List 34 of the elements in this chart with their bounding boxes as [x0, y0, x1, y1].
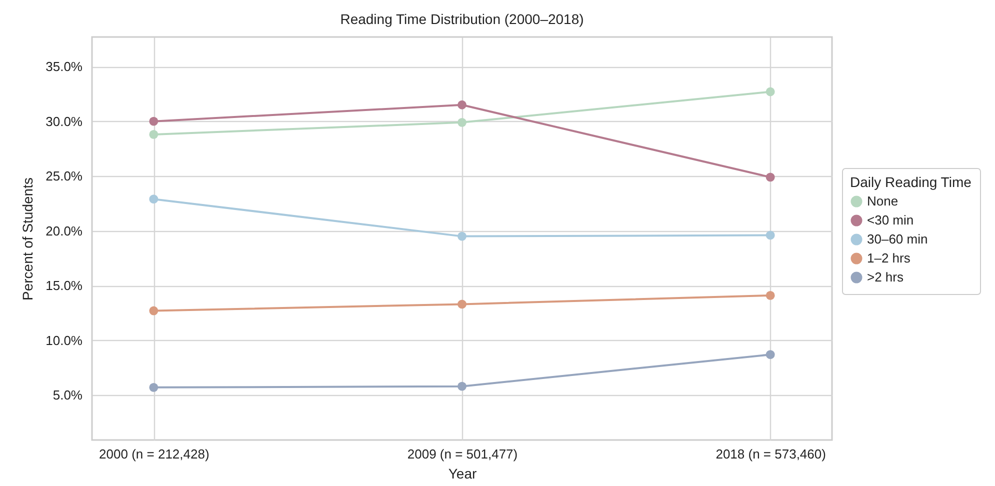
y-tick-label: 15.0%: [46, 278, 83, 294]
point: [766, 87, 775, 96]
point: [149, 194, 158, 204]
legend-label: >2 hrs: [867, 270, 904, 284]
point: [458, 382, 466, 391]
legend-title: Daily Reading Time: [850, 174, 972, 190]
point: [766, 172, 775, 182]
point: [766, 350, 775, 360]
point: [149, 382, 158, 392]
y-axis-title: Percent of Students: [20, 178, 36, 300]
y-tick-label: 20.0%: [46, 223, 83, 238]
point: [458, 300, 466, 309]
y-tick-label: 30.0%: [46, 114, 83, 129]
legend-label: 30–60 min: [867, 232, 928, 246]
x-tick-label: 2018 (n = 573,460): [716, 446, 826, 462]
point: [766, 230, 775, 240]
legend-label: 1–2 hrs: [867, 250, 911, 266]
point: [458, 232, 466, 241]
y-tick-label: 5.0%: [52, 388, 83, 403]
y-tick-label: 10.0%: [46, 332, 83, 348]
legend-label: None: [867, 194, 898, 208]
x-axis-title: Year: [448, 466, 477, 482]
point: [458, 100, 466, 110]
point: [149, 130, 158, 139]
x-tick-label: 2009 (n = 501,477): [407, 446, 518, 462]
y-tick-label: 35.0%: [46, 59, 83, 74]
legend-label: <30 min: [867, 212, 914, 228]
chart-title: Reading Time Distribution (2000–2018): [340, 11, 584, 27]
point: [766, 290, 775, 300]
point: [458, 118, 466, 127]
point: [149, 306, 158, 316]
point: [149, 116, 158, 126]
x-tick-label: 2000 (n = 212,428): [99, 446, 210, 462]
y-tick-label: 25.0%: [46, 168, 83, 184]
